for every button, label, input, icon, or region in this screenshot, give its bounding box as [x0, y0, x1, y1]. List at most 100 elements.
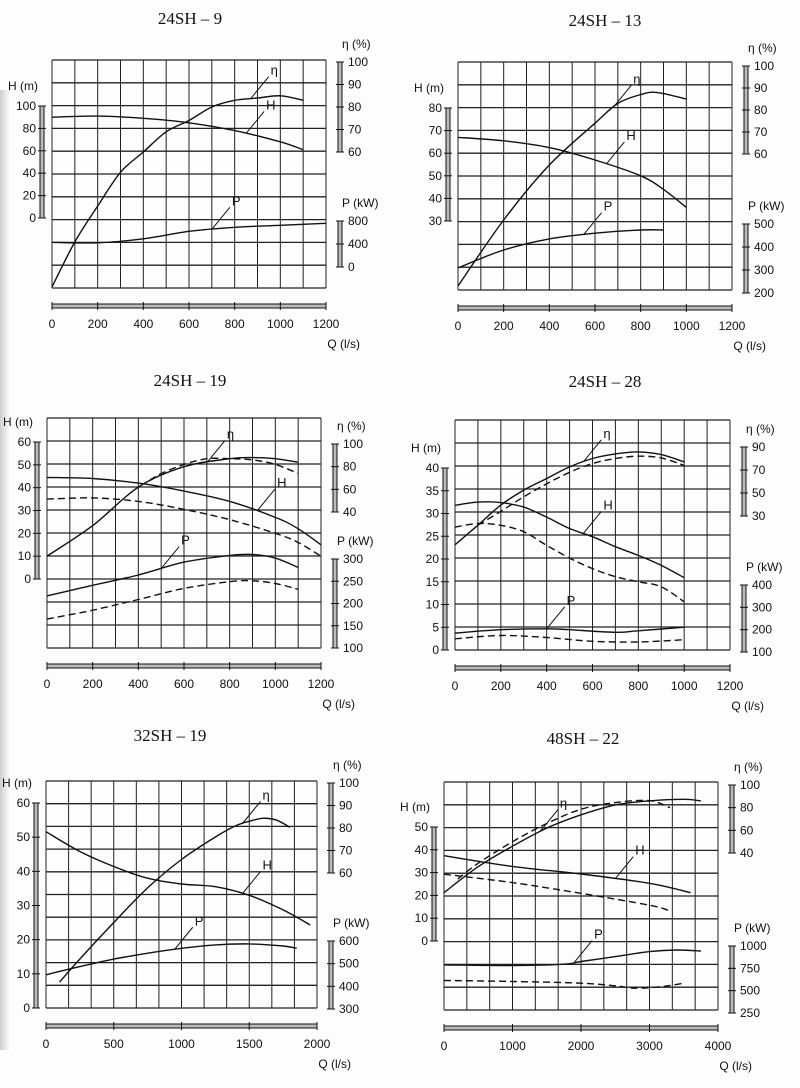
- h-tick-label: 30: [415, 866, 429, 880]
- x-tick-label: 0: [49, 317, 56, 331]
- p-axis-label: P (kW): [748, 199, 784, 213]
- x-tick-label: 3000: [636, 1039, 663, 1053]
- p-tick-label: 750: [740, 961, 760, 975]
- curve-label: H: [603, 497, 612, 512]
- efficiency-curve: [51, 95, 304, 288]
- efficiency-curve: [457, 91, 687, 287]
- h-axis-label: H (m): [400, 800, 430, 814]
- x-axis-label: Q (l/s): [322, 697, 355, 711]
- curve-label: P: [181, 533, 190, 548]
- h-tick-label: 40: [426, 461, 440, 475]
- h-tick-label: 60: [17, 796, 31, 810]
- x-tick-label: 800: [628, 679, 648, 693]
- h-axis-label: H (m): [414, 81, 444, 95]
- eta-tick-label: 70: [754, 125, 768, 139]
- x-axis-label: Q (l/s): [719, 1059, 752, 1073]
- h-tick-label: 80: [429, 101, 443, 115]
- p-tick-label: 250: [740, 1006, 760, 1020]
- h-tick-label: 80: [23, 121, 37, 135]
- curve-label: η: [271, 63, 278, 78]
- p-tick-label: 300: [754, 263, 774, 277]
- eta-axis-label: η (%): [748, 41, 777, 55]
- eta-tick-label: 50: [752, 486, 766, 500]
- chart-title: 24SH – 19: [154, 371, 227, 390]
- p-axis-label: P (kW): [342, 196, 378, 210]
- curve-label: P: [195, 913, 204, 928]
- p-tick-label: 500: [339, 957, 359, 971]
- h-tick-label: 10: [18, 549, 32, 563]
- eta-tick-label: 100: [740, 778, 760, 792]
- eta-tick-label: 80: [348, 100, 362, 114]
- h-tick-label: 20: [415, 888, 429, 902]
- x-tick-label: 1000: [671, 679, 698, 693]
- x-tick-label: 400: [128, 677, 148, 691]
- p-tick-label: 0: [348, 260, 355, 274]
- p-tick-label: 300: [752, 600, 772, 614]
- eta-tick-label: 60: [348, 145, 362, 159]
- h-tick-label: 25: [426, 529, 440, 543]
- curve-label-leader: [242, 871, 261, 894]
- x-tick-label: 0: [452, 679, 459, 693]
- chart-4: 24SH – 28 0 200 400 600 800 1000 1200 Q (l/s) 0 5 1…: [411, 372, 782, 713]
- h-tick-label: 30: [426, 507, 440, 521]
- curve-label-leader: [256, 488, 276, 512]
- eta-tick-label: 100: [339, 776, 359, 790]
- x-tick-label: 400: [537, 679, 557, 693]
- h-axis-label: H (m): [3, 415, 33, 429]
- x-tick-label: 600: [179, 317, 199, 331]
- grid: [443, 781, 719, 1011]
- x-axis-label: Q (l/s): [318, 1057, 351, 1071]
- h-tick-label: 60: [23, 144, 37, 158]
- x-tick-label: 500: [104, 1037, 124, 1051]
- h-tick-label: 20: [17, 933, 31, 947]
- eta-axis-scale-bar: [741, 446, 747, 517]
- head-curve-dashed: [454, 522, 685, 603]
- h-tick-label: 40: [18, 481, 32, 495]
- h-tick-label: 60: [429, 146, 443, 160]
- eta-tick-label: 90: [754, 81, 768, 95]
- h-tick-label: 10: [17, 967, 31, 981]
- head-curve: [454, 501, 685, 579]
- h-axis-label: H (m): [2, 776, 32, 790]
- x-tick-label: 800: [225, 317, 245, 331]
- p-tick-label: 400: [348, 237, 368, 251]
- curve-label-leader: [546, 606, 566, 630]
- p-tick-label: 400: [754, 240, 774, 254]
- h-tick-label: 50: [415, 820, 429, 834]
- chart-title: 24SH – 13: [569, 11, 642, 30]
- h-axis-label: H (m): [411, 441, 441, 455]
- p-axis-scale-bar: [741, 584, 747, 653]
- efficiency-curve-dashed: [149, 457, 299, 481]
- x-tick-label: 0: [455, 319, 462, 333]
- h-tick-label: 0: [29, 211, 36, 225]
- p-axis-scale-bar: [743, 223, 749, 294]
- eta-tick-label: 100: [348, 55, 368, 69]
- eta-tick-label: 60: [754, 147, 768, 161]
- h-tick-label: 20: [23, 189, 37, 203]
- x-tick-label: 600: [174, 677, 194, 691]
- eta-axis-label: η (%): [342, 37, 371, 51]
- eta-axis-label: η (%): [734, 760, 763, 774]
- x-tick-label: 800: [220, 677, 240, 691]
- x-tick-label: 1200: [313, 317, 340, 331]
- eta-tick-label: 60: [343, 482, 357, 496]
- head-curve-dashed: [46, 497, 322, 557]
- curve-label-leader: [206, 440, 226, 464]
- h-axis-scale-bar: [39, 105, 45, 219]
- curve-label: H: [635, 843, 644, 858]
- h-tick-label: 70: [429, 124, 443, 138]
- h-tick-label: 10: [415, 911, 429, 925]
- p-tick-label: 150: [343, 619, 363, 633]
- power-curve: [443, 949, 701, 967]
- h-tick-label: 35: [426, 484, 440, 498]
- chart-2: 24SH – 13 0 200 400 600 800 1000 1200 Q (l/s) 30 4…: [414, 11, 784, 353]
- curve-label: P: [604, 199, 613, 214]
- curve-label: η: [603, 426, 610, 441]
- chart-title: 48SH – 22: [547, 729, 620, 748]
- power-curve: [46, 553, 299, 597]
- chart-6: 48SH – 22 0 1000 2000 3000 4000 Q (l/s) 0 10 20 30…: [400, 729, 770, 1073]
- x-tick-label: 1000: [168, 1037, 195, 1051]
- curve-label-leader: [583, 212, 602, 235]
- curve-label: P: [232, 193, 241, 208]
- curve-label-leader: [160, 546, 180, 569]
